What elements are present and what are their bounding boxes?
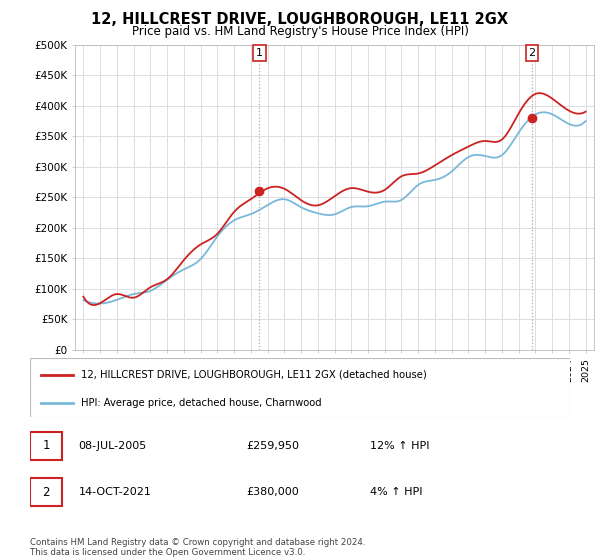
Text: 12, HILLCREST DRIVE, LOUGHBOROUGH, LE11 2GX (detached house): 12, HILLCREST DRIVE, LOUGHBOROUGH, LE11 … [82,370,427,380]
Text: £380,000: £380,000 [246,487,299,497]
Text: HPI: Average price, detached house, Charnwood: HPI: Average price, detached house, Char… [82,398,322,408]
Text: 2: 2 [43,486,50,498]
FancyBboxPatch shape [30,478,62,506]
Text: 12% ↑ HPI: 12% ↑ HPI [370,441,430,451]
FancyBboxPatch shape [30,432,62,460]
Text: Price paid vs. HM Land Registry's House Price Index (HPI): Price paid vs. HM Land Registry's House … [131,25,469,38]
Text: 1: 1 [256,48,263,58]
Text: 08-JUL-2005: 08-JUL-2005 [79,441,147,451]
Text: 12, HILLCREST DRIVE, LOUGHBOROUGH, LE11 2GX: 12, HILLCREST DRIVE, LOUGHBOROUGH, LE11 … [91,12,509,27]
Text: 1: 1 [43,440,50,452]
Text: Contains HM Land Registry data © Crown copyright and database right 2024.
This d: Contains HM Land Registry data © Crown c… [30,538,365,557]
FancyBboxPatch shape [30,358,570,417]
Text: £259,950: £259,950 [246,441,299,451]
Text: 4% ↑ HPI: 4% ↑ HPI [370,487,422,497]
Text: 2: 2 [529,48,535,58]
Text: 14-OCT-2021: 14-OCT-2021 [79,487,151,497]
